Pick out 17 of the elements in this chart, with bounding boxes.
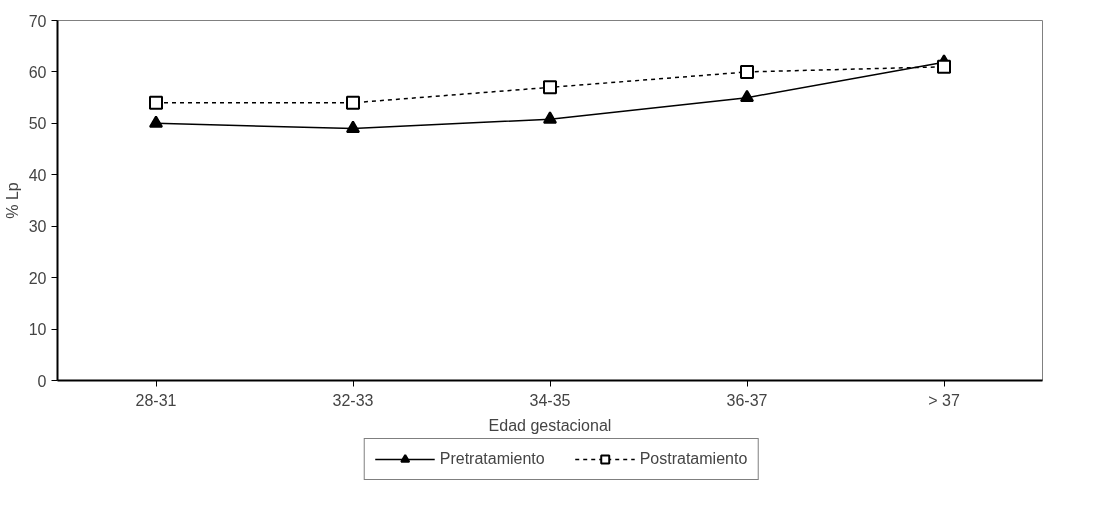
legend-label: Postratamiento xyxy=(639,449,748,468)
x-axis-title: Edad gestacional xyxy=(488,416,612,434)
y-tick-label: 50 xyxy=(28,115,47,133)
y-tick-label: 10 xyxy=(28,321,47,339)
x-tick-label: 36-37 xyxy=(726,391,768,409)
y-tick-label: 20 xyxy=(28,269,47,287)
y-tick-label: 0 xyxy=(37,372,47,390)
x-tick-label: 32-33 xyxy=(332,391,374,409)
x-tick-label: > 37 xyxy=(928,391,960,409)
y-tick-label: 60 xyxy=(28,63,47,81)
x-tick-label: 34-35 xyxy=(529,391,571,409)
legend-label: Pretratamiento xyxy=(439,449,545,468)
y-tick-label: 40 xyxy=(28,166,47,184)
y-axis-title: % Lp xyxy=(3,182,21,219)
y-tick-label: 70 xyxy=(28,12,47,30)
y-tick-label: 30 xyxy=(28,218,47,236)
x-tick-label: 28-31 xyxy=(135,391,177,409)
